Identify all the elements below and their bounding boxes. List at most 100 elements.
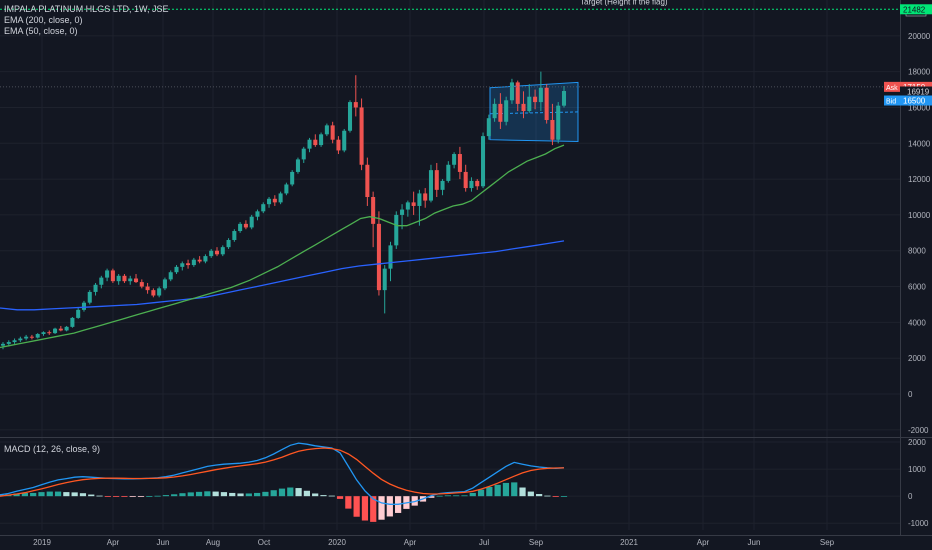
candle-body [388, 245, 393, 269]
time-tick-label: Jun [748, 538, 761, 547]
time-tick-label: Apr [404, 538, 417, 547]
price-tick-label: 18000 [908, 68, 931, 77]
candle-body [87, 291, 92, 303]
macd-histogram-bar [71, 492, 78, 497]
candle-body [41, 332, 46, 335]
macd-histogram-bar [353, 496, 360, 517]
macd-histogram-bar [229, 492, 236, 497]
macd-histogram-bar [477, 489, 485, 497]
macd-histogram-bar [162, 495, 169, 497]
candle-body [203, 256, 208, 262]
candle-body [128, 278, 133, 282]
macd-histogram-bar [187, 492, 194, 497]
candle-body [53, 328, 58, 334]
macd-histogram-bar [486, 486, 493, 497]
macd-histogram-bar [104, 496, 111, 497]
price-tick-label: 16000 [908, 103, 931, 112]
symbol-title[interactable]: IMPALA PLATINUM HLGS LTD, 1W, JSE [4, 4, 169, 14]
macd-histogram-bar [312, 493, 319, 497]
macd-histogram-bar [320, 495, 327, 497]
ask-label-box [884, 81, 900, 92]
macd-histogram-bar [38, 492, 45, 497]
candle-body [550, 119, 555, 140]
time-tick-label: Oct [258, 538, 271, 547]
ask-label: Ask [886, 85, 898, 92]
bid-label-box [884, 95, 900, 106]
candle-body [186, 263, 191, 266]
candle-body [307, 139, 312, 149]
candle-body [110, 270, 115, 282]
macd-histogram-bar [88, 494, 95, 497]
ema50-legend[interactable]: EMA (50, close, 0) [4, 26, 78, 36]
macd-histogram-bar [519, 487, 526, 497]
candle-body [324, 125, 329, 135]
bid-label: Bid [886, 99, 896, 106]
macd-histogram-bar [137, 496, 145, 497]
macd-tick-label: 2000 [908, 438, 926, 447]
candle-body [93, 284, 98, 292]
candle-body [382, 268, 387, 291]
candle-body [29, 336, 34, 338]
candle-body [481, 136, 486, 187]
time-tick-label: Sep [820, 538, 835, 547]
macd-histogram-bar [113, 496, 120, 497]
candle-body [492, 103, 497, 119]
candle-body [180, 263, 185, 267]
candle-body [376, 223, 381, 291]
candle-body [24, 336, 29, 339]
candle-body [521, 103, 526, 112]
candle-body [238, 223, 243, 232]
candle-body [515, 82, 520, 104]
candle-body [342, 130, 347, 151]
macd-tick-label: 0 [908, 492, 913, 501]
candle-body [267, 198, 272, 205]
time-tick-label: Apr [107, 538, 120, 547]
candle-body [278, 193, 283, 203]
candle-body [423, 193, 428, 201]
candle-body [457, 154, 462, 172]
time-tick-label: Sep [529, 538, 544, 547]
macd-histogram-bar [552, 496, 559, 497]
ema200-line [0, 240, 565, 311]
candle-body [440, 180, 445, 190]
macd-histogram-bar [129, 496, 136, 497]
candle-body [162, 279, 167, 289]
candle-body [463, 171, 468, 189]
macd-histogram-bar [21, 492, 28, 497]
candle-body [116, 275, 121, 282]
price-tick-label: 4000 [908, 318, 926, 327]
candle-body [284, 184, 289, 194]
macd-histogram-bar [386, 496, 393, 517]
bid-tag [900, 95, 932, 106]
candle-body [561, 90, 567, 106]
ema200-legend[interactable]: EMA (200, close, 0) [4, 15, 83, 25]
macd-histogram-bar [237, 493, 244, 497]
macd-title[interactable]: MACD (12, 26, close, 9) [4, 444, 101, 454]
candle-body [428, 170, 434, 201]
candle-body [498, 103, 503, 122]
time-tick-label: 2019 [33, 538, 51, 547]
candle-body [538, 87, 543, 103]
macd-histogram-bar [469, 492, 476, 497]
candle-body [70, 317, 75, 327]
price-tick-label: -2000 [908, 426, 929, 435]
macd-histogram-bar [121, 496, 128, 497]
candle-body [133, 278, 139, 283]
macd-histogram-bar [436, 495, 443, 497]
candle-body [417, 193, 422, 206]
macd-legend: MACD (12, 26, close, 9) [4, 444, 100, 455]
macd-histogram-bar [536, 494, 543, 497]
price-tick-label: 8000 [908, 247, 926, 256]
macd-histogram-bar [79, 493, 87, 497]
candle-body [81, 302, 86, 310]
macd-histogram-bar [428, 496, 435, 498]
candle-body [139, 282, 144, 287]
candle-body [452, 154, 457, 165]
macd-histogram-bar [30, 492, 37, 497]
macd-histogram-bar [527, 491, 534, 497]
candle-body [243, 223, 248, 228]
candle-body [330, 125, 335, 140]
